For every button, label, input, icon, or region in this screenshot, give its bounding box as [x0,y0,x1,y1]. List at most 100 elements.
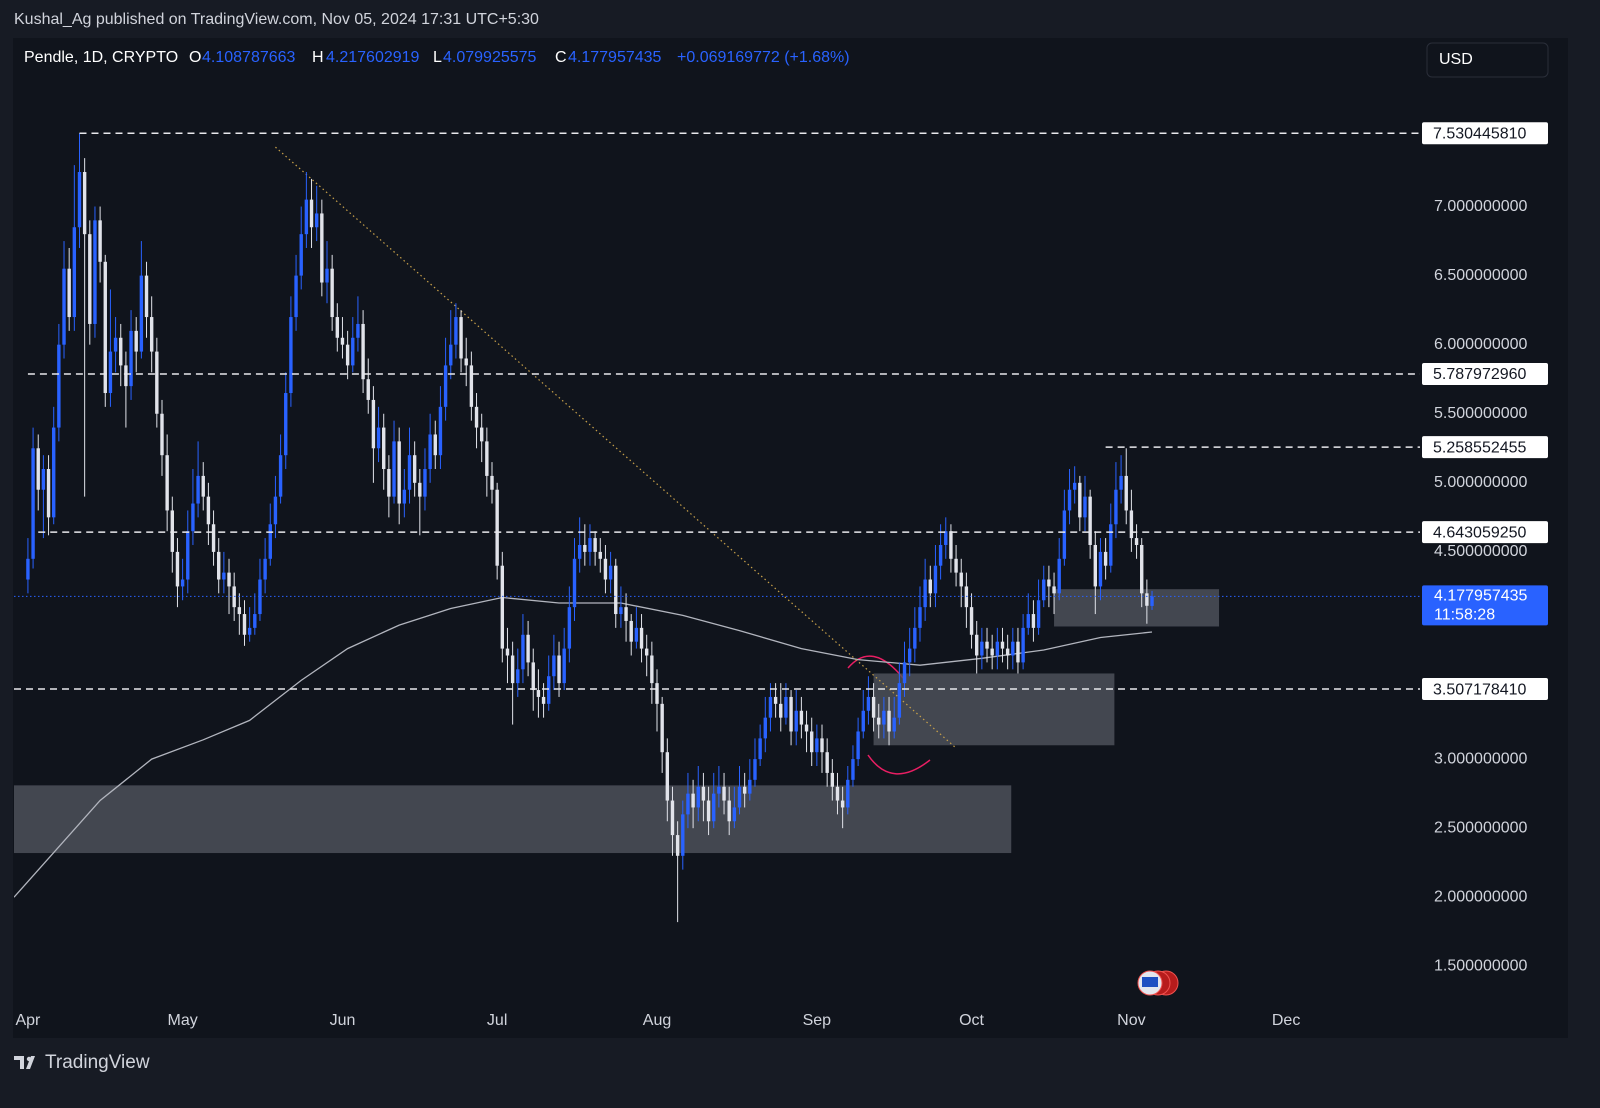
candle-body [871,696,876,718]
candle-body [686,793,690,815]
candle-body [639,627,644,649]
candle-body [129,330,133,387]
candle-body [438,406,443,456]
candle-body [552,655,556,677]
annotation-curves [847,655,931,775]
candle-body [779,703,783,718]
y-tick-label: 1.500000000 [1434,958,1528,975]
candle-body [1134,538,1139,545]
candle-body [217,551,221,580]
candle-body [170,510,175,552]
candle-body [1103,551,1108,566]
level-label: 5.258552455 [1433,439,1527,456]
candle-body [268,524,272,559]
candle-body [31,448,35,559]
annotation-curve [847,655,904,679]
candle-body [531,662,535,691]
x-tick-label: Nov [1117,1012,1145,1029]
candle-body [773,696,778,704]
moving-average [14,596,1153,898]
candle-body [351,337,355,366]
candle-body [376,427,381,449]
level-label: 3.507178410 [1433,681,1527,698]
candle-body [577,544,582,559]
ohlc-prefix: O [189,49,201,66]
candle-body [923,579,927,608]
countdown: 11:58:28 [1434,607,1495,624]
candle-body [1026,614,1030,628]
candle-body [990,648,994,656]
candle-body [299,234,303,276]
candle-body [1036,600,1041,628]
x-tick-label: Dec [1272,1012,1300,1029]
candle-body [485,441,489,476]
candle-body [608,565,613,580]
candle-body [67,268,71,318]
candle-body [737,786,742,808]
candle-body [742,786,747,794]
candle-body [273,496,278,525]
candle-body [433,434,437,456]
candle-body [866,696,871,711]
candle-body [36,448,40,490]
candle-body [1011,641,1015,656]
zone [14,785,1012,854]
candle-body [670,800,675,836]
candle-body [598,551,602,559]
ohlc-value: 4.177957435 [568,49,662,66]
candle-body [799,710,804,725]
currency-label[interactable]: USD [1439,51,1473,68]
candle-body [345,344,350,366]
x-tick-label: Apr [15,1012,41,1029]
candle-body [902,662,907,684]
candle-body [980,641,984,656]
candle-body [856,731,860,760]
level-label: 7.530445810 [1433,125,1527,142]
candle-body [479,427,484,442]
candle-body [139,275,144,352]
candle-body [366,379,370,400]
candle-body [41,469,46,490]
candle-body [815,738,819,753]
candle-body [340,337,345,345]
candle-body [309,199,314,228]
candle-body [820,738,824,753]
candle-body [149,317,154,352]
candle-body [696,786,700,808]
candle-body [201,475,205,497]
candle-body [289,317,293,394]
candle-body [562,648,566,684]
candle-body [155,351,159,414]
candle-body [547,676,551,704]
candle-body [1093,544,1098,587]
candle-body [840,800,845,808]
candle-body [124,365,128,387]
candle-body [46,469,51,518]
candle-body [98,220,102,262]
candle-body [593,538,597,552]
candle-body [1067,489,1072,511]
candle-body [727,800,731,822]
candle-body [325,268,329,283]
candle-body [1057,558,1061,594]
candle-body [62,268,66,345]
x-tick-label: May [167,1012,197,1029]
candle-body [1072,482,1077,490]
ohlc-value: 4.108787663 [202,49,296,66]
zone [1054,589,1220,627]
candle-body [392,441,396,497]
candle-body [619,607,623,615]
candle-body [52,427,56,518]
candle-body [428,434,432,470]
candle-body [26,558,30,580]
candle-body [382,427,386,470]
candle-body [356,323,360,338]
currency-button[interactable] [1426,42,1549,78]
y-tick-label: 7.000000000 [1434,198,1528,215]
candle-body [933,565,938,594]
candle-body [175,551,180,587]
candle-body [459,317,463,359]
candle-body [1083,496,1087,518]
candle-body [907,648,912,663]
trendline [275,146,957,749]
